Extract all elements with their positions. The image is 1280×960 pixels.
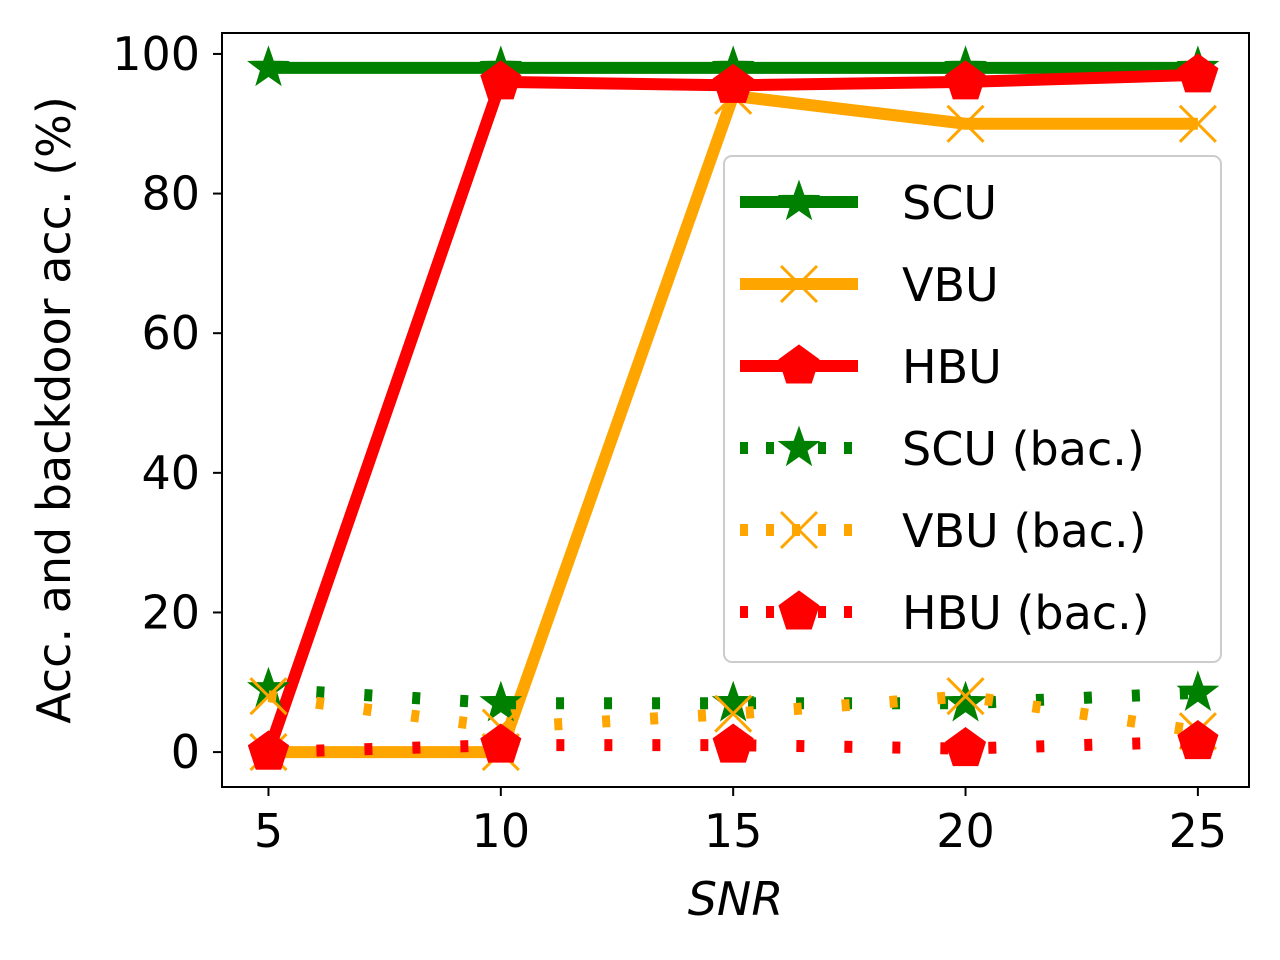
y-tick-label: 40 xyxy=(141,446,200,500)
data-point-hbu-bac xyxy=(1177,720,1219,760)
data-point-hbu-bac xyxy=(247,730,290,770)
legend-label: HBU xyxy=(902,340,1002,394)
y-tick-label: 100 xyxy=(112,27,200,81)
legend-label: HBU (bac.) xyxy=(902,586,1150,640)
legend: SCU VBU HBU SCU (bac.) VBU (bac.) HBU (bac.) xyxy=(723,155,1222,663)
legend-entry-hbu-bac: HBU (bac.) xyxy=(740,586,1150,640)
x-marker-stroke xyxy=(1178,104,1217,143)
legend-entry-scu: SCU xyxy=(740,176,997,230)
legend-swatch-marker xyxy=(777,425,821,467)
data-point-scu-bac xyxy=(944,680,987,722)
data-point-hbu-bac xyxy=(712,723,754,763)
x-tick-label: 20 xyxy=(936,804,995,858)
y-tick-label: 80 xyxy=(141,167,200,221)
x-marker-stroke xyxy=(946,677,985,716)
series-line-scu-bac xyxy=(268,683,1199,710)
data-point-scu-bac xyxy=(1176,670,1220,711)
x-tick-label: 25 xyxy=(1169,804,1228,858)
x-tick-label: 10 xyxy=(472,804,531,858)
y-tick-label: 20 xyxy=(141,585,200,639)
legend-entry-scu-bac: SCU (bac.) xyxy=(740,422,1145,476)
data-point-vbu-bac xyxy=(249,677,288,716)
legend-entry-hbu: HBU xyxy=(740,340,1002,394)
legend-swatch-marker xyxy=(778,590,820,630)
x-marker-stroke xyxy=(779,510,819,550)
legend-swatch-marker xyxy=(779,264,819,304)
axes-layer: 5 10 15 20 25 0 20 40 60 80 100 SNR Acc. and backdoo… xyxy=(27,27,1250,926)
series-layer xyxy=(247,45,1220,772)
legend-swatch-marker xyxy=(778,344,820,384)
x-marker-stroke xyxy=(249,677,288,716)
plot-frame xyxy=(221,32,1250,788)
x-marker-stroke xyxy=(946,104,985,143)
x-tick-label: 15 xyxy=(704,804,763,858)
data-point-vbu-bac xyxy=(714,694,753,733)
data-point-scu-bac xyxy=(479,680,523,722)
data-point-vbu-bac xyxy=(946,677,985,716)
series-hbu-bac xyxy=(247,720,1219,770)
legend-label: SCU (bac.) xyxy=(902,422,1145,476)
legend-label: VBU xyxy=(902,258,999,312)
data-point-hbu xyxy=(944,60,987,100)
data-point-hbu xyxy=(480,60,522,100)
data-point-hbu xyxy=(712,63,754,103)
x-marker-stroke xyxy=(714,694,753,733)
legend-label: VBU (bac.) xyxy=(902,504,1147,558)
legend-entry-vbu-bac: VBU (bac.) xyxy=(740,504,1147,558)
data-point-scu xyxy=(247,45,290,87)
x-marker-stroke xyxy=(779,264,819,304)
y-tick-label: 0 xyxy=(171,725,200,779)
series-line-hbu-bac xyxy=(268,735,1199,759)
data-point-vbu xyxy=(946,104,985,143)
y-tick-label: 60 xyxy=(141,306,200,360)
legend-swatch-marker xyxy=(777,179,821,221)
data-point-vbu xyxy=(1178,104,1217,143)
x-axis-title: SNR xyxy=(688,872,784,926)
y-axis-title: Acc. and backdoor acc. (%) xyxy=(27,96,81,724)
legend-label: SCU xyxy=(902,176,997,230)
data-point-hbu-bac xyxy=(944,726,987,767)
x-tick-label: 5 xyxy=(254,804,283,858)
data-point-hbu-bac xyxy=(480,723,522,763)
legend-entry-vbu: VBU xyxy=(740,258,999,312)
data-point-hbu xyxy=(1177,53,1219,93)
legend-swatch-marker xyxy=(779,510,819,550)
